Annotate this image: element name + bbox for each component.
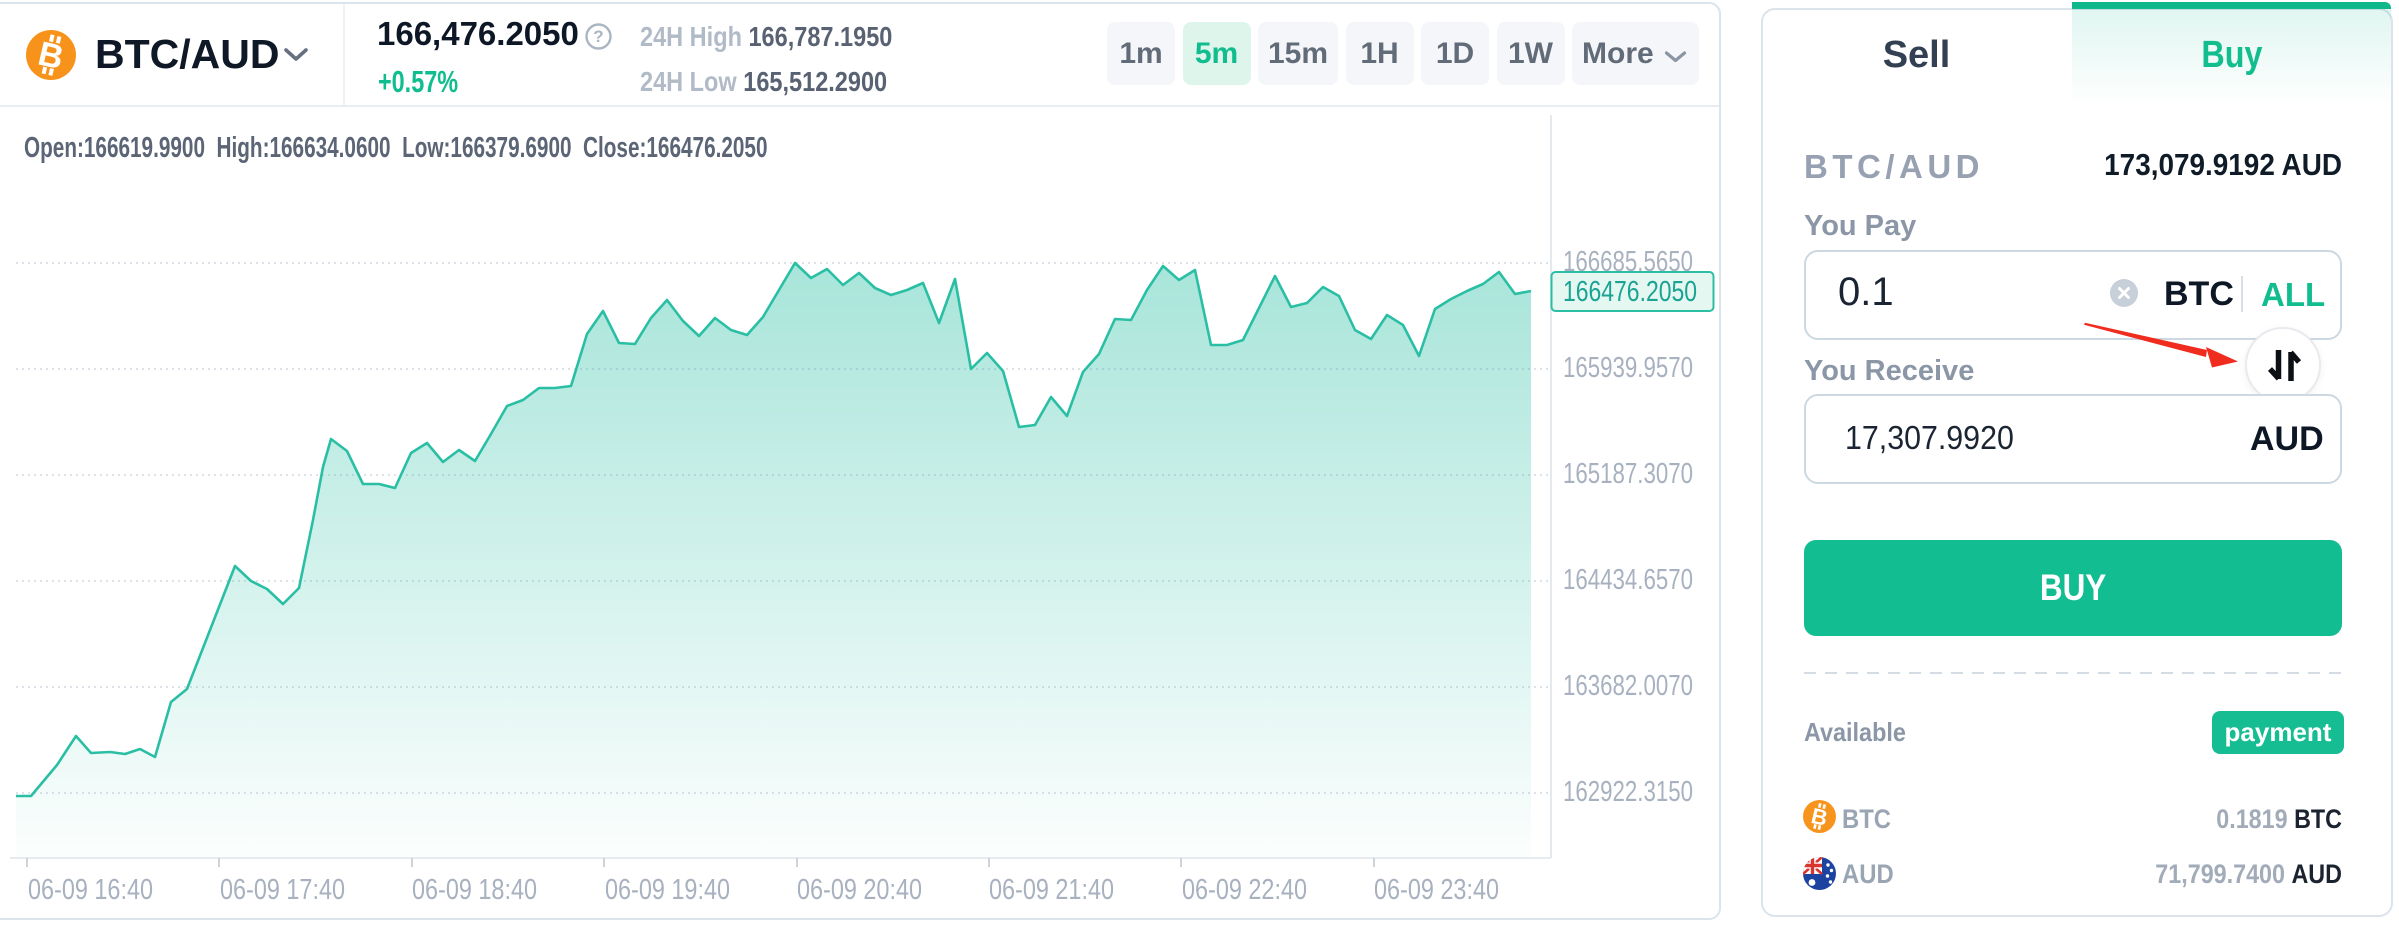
svg-text:06-09 20:40: 06-09 20:40 [797,874,922,906]
svg-text:06-09 23:40: 06-09 23:40 [1374,874,1499,906]
svg-text:06-09 17:40: 06-09 17:40 [220,874,345,906]
svg-text:165187.3070: 165187.3070 [1563,458,1693,490]
svg-text:06-09 18:40: 06-09 18:40 [412,874,537,906]
svg-text:?: ? [593,27,603,46]
svg-text:165939.9570: 165939.9570 [1563,352,1693,384]
svg-text:06-09 16:40: 06-09 16:40 [28,874,153,906]
svg-text:163682.0070: 163682.0070 [1563,670,1693,702]
svg-text:06-09 21:40: 06-09 21:40 [989,874,1114,906]
svg-text:06-09 19:40: 06-09 19:40 [605,874,730,906]
svg-text:166476.2050: 166476.2050 [1563,276,1697,308]
svg-text:162922.3150: 162922.3150 [1563,776,1693,808]
svg-text:06-09 22:40: 06-09 22:40 [1182,874,1307,906]
svg-text:164434.6570: 164434.6570 [1563,564,1693,596]
svg-text:B: B [1809,803,1830,831]
